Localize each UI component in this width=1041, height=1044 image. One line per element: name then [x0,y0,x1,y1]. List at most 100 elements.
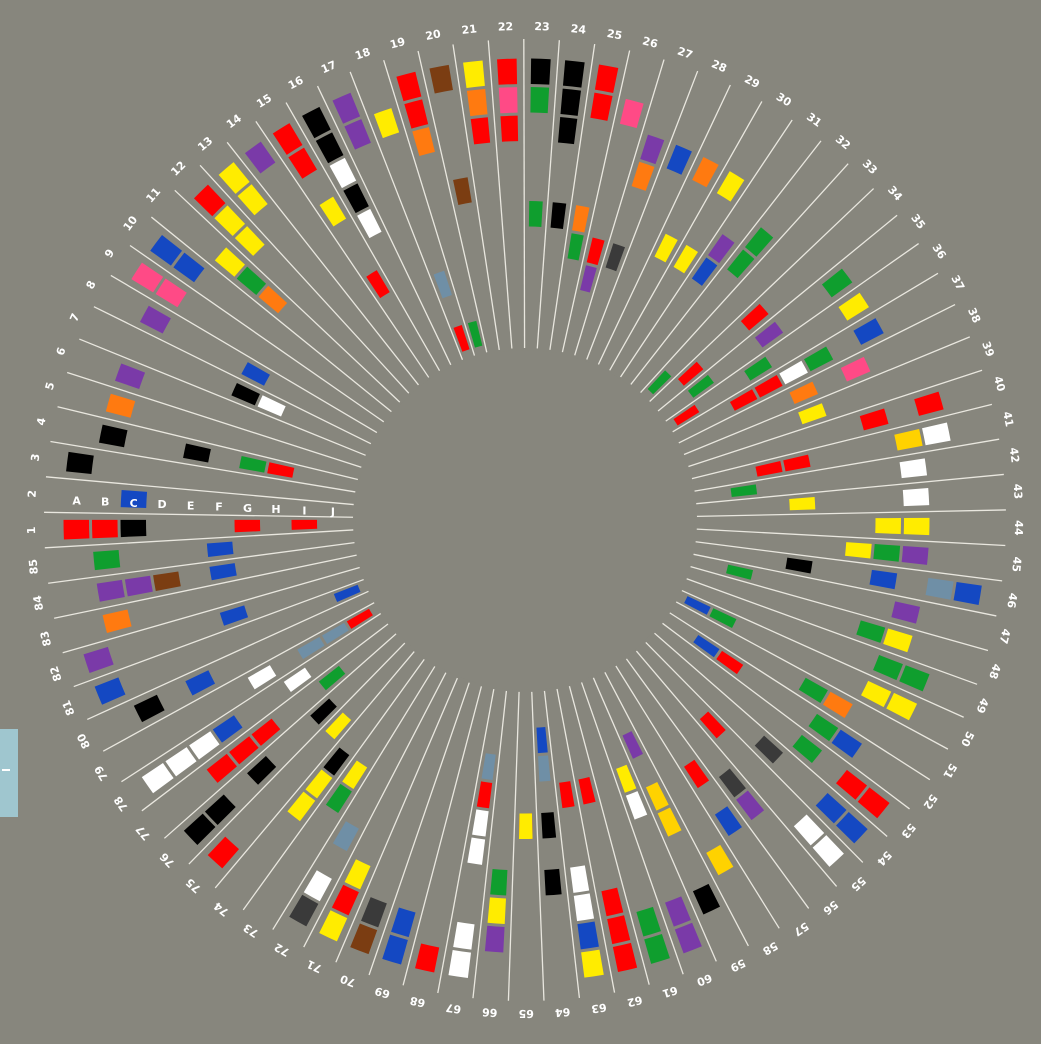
cell-85-F [206,541,234,557]
spoke-line [561,50,631,353]
cell-23-A [530,58,551,85]
cell-54-A [836,812,868,844]
cell-61-A [644,933,670,964]
cell-15-G [366,270,390,299]
spoke-label-21: 21 [461,22,478,37]
spoke-line [452,44,500,351]
spoke-line [402,686,483,986]
cell-77-D [229,736,259,765]
cell-4-B [98,424,128,448]
cell-16-B [315,132,344,164]
cell-67-B [453,921,475,950]
cell-78-A [141,762,174,794]
spoke-line [73,578,364,688]
spoke-label-3: 3 [29,453,43,462]
cell-41-G [783,454,811,472]
spoke-label-37: 37 [948,273,967,293]
spoke-label-36: 36 [929,242,948,262]
spoke-label-75: 75 [183,876,203,896]
cell-71-C [344,859,371,890]
spoke-label-56: 56 [820,898,840,918]
spoke-line [688,369,983,468]
spoke-label-64: 64 [554,1005,571,1019]
cell-43-C [902,488,930,507]
cell-36-C [838,292,869,321]
cell-39-F [798,403,827,425]
cell-59-B [692,883,721,915]
spoke-line [303,672,447,948]
cell-76-B [204,794,236,825]
cell-32-D [744,227,774,257]
cell-11-E [258,285,288,314]
cell-64-H [538,755,551,782]
spoke-line [188,642,406,865]
cell-71-B [331,884,359,916]
cell-34-F [740,303,769,331]
cell-80-D [185,670,216,696]
cell-72-D [332,821,359,852]
spoke-line [417,50,488,353]
cell-52-C [831,729,862,758]
spoke-label-2: 2 [25,490,38,498]
cell-55-B [793,814,825,846]
cell-31-F [691,257,718,286]
cell-64-D [544,868,562,896]
cell-31-E [708,234,735,264]
cell-35-F [754,321,784,348]
spoke-label-57: 57 [791,919,811,938]
cell-4-G [239,456,267,473]
cell-63-B [577,921,599,950]
cell-55-A [812,835,844,867]
cell-27-C [640,134,665,165]
cell-22-B [498,87,518,114]
cell-23-F [528,201,543,227]
spoke-line [649,188,875,402]
spoke-label-35: 35 [908,212,928,232]
cell-79-J [346,608,373,629]
spoke-label-73: 73 [241,921,261,940]
spoke-line [141,623,389,812]
spoke-label-84: 84 [31,594,46,612]
spoke-line [50,440,356,493]
spoke-line [592,677,717,962]
spoke-label-18: 18 [353,45,372,62]
spoke-line [507,691,520,1001]
spoke-label-54: 54 [874,848,894,868]
spoke-line [87,590,369,721]
cell-21-B [466,88,488,117]
cell-50-J [684,596,711,615]
spoke-line [597,84,731,365]
cell-63-G [559,781,575,809]
spoke-label-23: 23 [534,20,550,34]
spoke-line [214,651,415,889]
spoke-label-53: 53 [898,821,918,841]
cell-41-B [922,422,951,446]
cell-69-B [391,907,416,938]
spoke-line [691,403,993,480]
center-hub [355,350,695,690]
spoke-line [44,511,354,518]
cell-81-A [94,677,126,705]
spoke-line [48,541,355,584]
cell-50-C [861,680,892,708]
cell-80-B [133,694,165,723]
spoke-label-48: 48 [986,662,1003,681]
cell-75-G [325,712,352,740]
spoke-line [255,120,430,378]
spoke-line [609,101,763,371]
cell-42-C [899,458,928,479]
spoke-line [316,85,452,366]
cell-22-A [497,58,518,85]
spoke-line [368,682,470,976]
cell-82-A [83,646,114,673]
spoke-label-42: 42 [1007,447,1022,464]
cell-77-E [251,718,281,746]
cell-35-I [687,374,714,398]
cell-29-C [692,156,719,188]
spoke-line [669,612,931,781]
side-panel-tab[interactable] [0,729,18,817]
spoke-label-9: 9 [102,247,117,260]
cell-64-F [541,812,557,839]
cell-59-E [657,807,682,837]
cell-18-H [433,270,452,299]
